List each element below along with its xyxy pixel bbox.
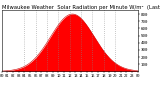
Text: Milwaukee Weather  Solar Radiation per Minute W/m²  (Last 24 Hours): Milwaukee Weather Solar Radiation per Mi…	[2, 5, 160, 10]
